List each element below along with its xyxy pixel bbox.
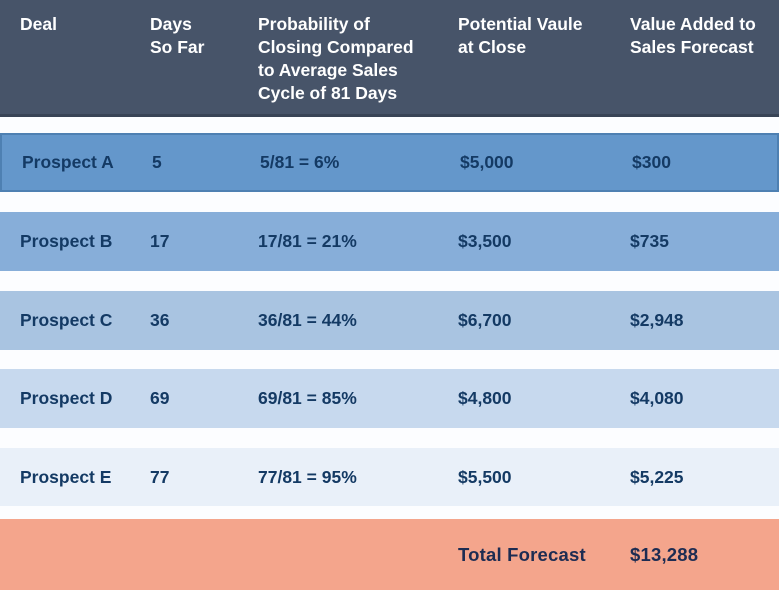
table-row-prospect-d: Prospect D 69 69/81 = 85% $4,800 $4,080 [0,369,779,428]
header-potential-value: Potential Vaule at Close [458,14,583,57]
header-deal: Deal [20,14,57,34]
header-value-added: Value Added to Sales Forecast [630,14,756,57]
potential-value-cell: $5,000 [460,152,514,172]
header-probability: Probability of Closing Compared to Avera… [258,14,414,103]
probability-cell: 36/81 = 44% [258,310,357,330]
deal-cell: Prospect C [20,310,113,330]
total-forecast-value: $13,288 [630,543,699,565]
table-row-prospect-b: Prospect B 17 17/81 = 21% $3,500 $735 [0,212,779,271]
deal-cell: Prospect D [20,388,113,408]
probability-cell: 17/81 = 21% [258,231,357,251]
days-cell: 17 [150,231,170,251]
probability-cell: 69/81 = 85% [258,388,357,408]
value-added-cell: $2,948 [630,310,684,330]
potential-value-cell: $3,500 [458,231,512,251]
deal-cell: Prospect B [20,231,113,251]
value-added-cell: $5,225 [630,466,684,487]
value-added-cell: $735 [630,231,669,251]
table-row-prospect-c: Prospect C 36 36/81 = 44% $6,700 $2,948 [0,291,779,350]
total-forecast-label: Total Forecast [458,543,586,565]
probability-cell: 77/81 = 95% [258,466,357,487]
days-cell: 69 [150,388,170,408]
deal-cell: Prospect E [20,466,112,487]
potential-value-cell: $4,800 [458,388,512,408]
table-header-row: Deal Days So Far Probability of Closing … [0,0,779,117]
total-forecast-row: Total Forecast $13,288 [0,519,779,590]
days-cell: 36 [150,310,170,330]
table-row-prospect-e: Prospect E 77 77/81 = 95% $5,500 $5,225 [0,448,779,506]
days-cell: 5 [152,152,162,172]
header-days-so-far: Days So Far [150,14,205,57]
deal-cell: Prospect A [22,152,114,172]
days-cell: 77 [150,466,170,487]
potential-value-cell: $5,500 [458,466,512,487]
probability-cell: 5/81 = 6% [260,152,340,172]
value-added-cell: $300 [632,152,671,172]
table-row-prospect-a: Prospect A 5 5/81 = 6% $5,000 $300 [0,133,779,192]
potential-value-cell: $6,700 [458,310,512,330]
value-added-cell: $4,080 [630,388,684,408]
